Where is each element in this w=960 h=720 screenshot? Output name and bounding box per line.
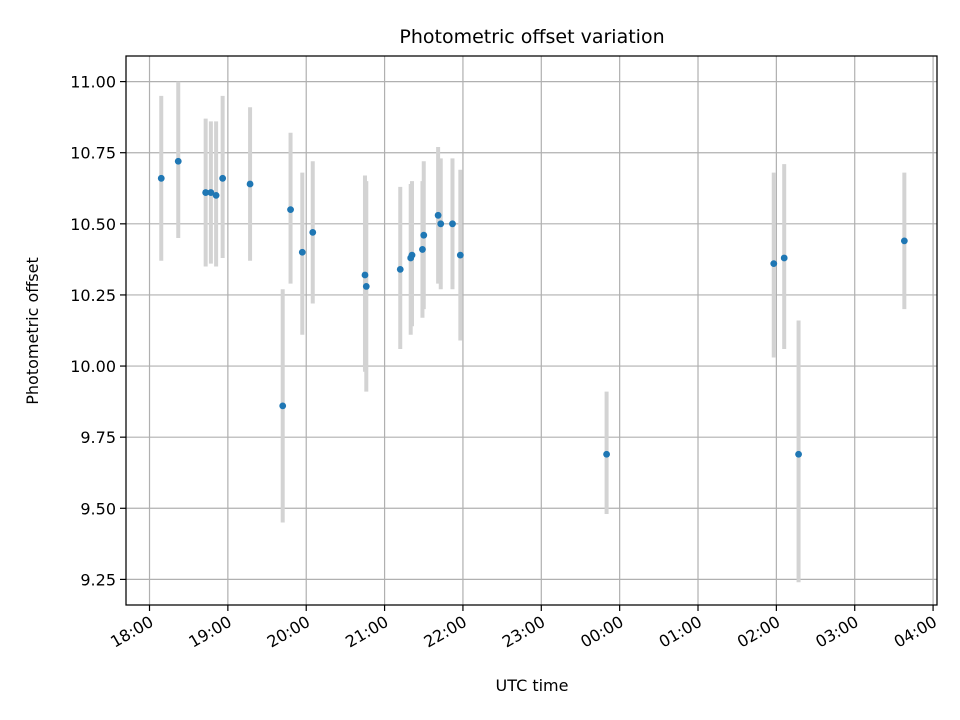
data-point [603, 450, 610, 458]
y-tick-label: 11.00 [70, 73, 116, 92]
data-point [298, 248, 306, 256]
data-point [770, 260, 778, 268]
y-tick-label: 10.00 [70, 357, 116, 376]
data-point [420, 231, 428, 239]
data-point [419, 246, 426, 253]
y-tick-label: 9.50 [80, 499, 116, 518]
grid [126, 56, 937, 605]
data-point [408, 251, 416, 259]
y-axis-title: Photometric offset [23, 257, 42, 405]
data-point [279, 402, 287, 410]
y-axis-ticks: 9.25 9.50 9.75 10.00 10.25 10.50 10.75 11.00 [70, 73, 126, 589]
data-point [434, 211, 442, 219]
y-tick-label: 10.75 [70, 144, 116, 163]
data-point [396, 265, 404, 273]
plot-frame [125, 55, 938, 606]
data-point [456, 251, 464, 259]
data-point [361, 271, 369, 279]
data-point [202, 189, 210, 196]
data-point [362, 283, 370, 290]
data-point [207, 189, 215, 196]
data-point [287, 206, 294, 214]
y-tick-label: 10.50 [70, 215, 116, 234]
data-point [795, 450, 802, 458]
data-point [219, 174, 227, 182]
data-point [309, 228, 317, 236]
y-tick-label: 9.25 [80, 570, 116, 589]
chart-title: Photometric offset variation [399, 26, 664, 48]
data-point [246, 180, 254, 188]
data-point [900, 237, 908, 245]
data-points [157, 157, 908, 458]
data-point [212, 191, 220, 199]
x-axis-title: UTC time [496, 676, 569, 695]
y-tick-label: 9.75 [80, 428, 116, 447]
y-tick-label: 10.25 [70, 286, 116, 305]
data-point [449, 220, 456, 228]
data-point [174, 157, 182, 165]
data-point [780, 254, 788, 262]
data-point [157, 174, 165, 182]
data-point [437, 220, 445, 228]
